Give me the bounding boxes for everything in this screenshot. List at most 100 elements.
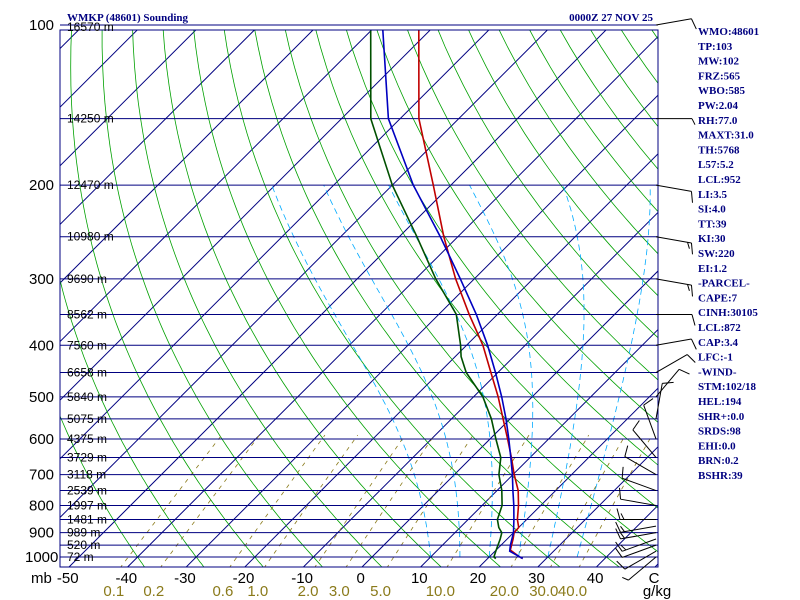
index-value: WBO:585 bbox=[698, 85, 746, 97]
height-label: 14250 m bbox=[67, 112, 114, 126]
wind-barb-flag bbox=[691, 118, 696, 125]
wind-barb-flag bbox=[690, 285, 693, 297]
temperature-tick-label: -20 bbox=[233, 570, 255, 587]
wind-barb bbox=[655, 354, 696, 373]
index-value: EHI:0.0 bbox=[698, 440, 736, 452]
height-label: 5840 m bbox=[67, 390, 107, 404]
wind-barb bbox=[619, 487, 657, 506]
isotherm-line bbox=[60, 30, 256, 226]
moist-adiabat bbox=[271, 184, 431, 558]
index-value: MAXT:31.0 bbox=[698, 130, 754, 142]
dry-adiabat bbox=[315, 30, 658, 509]
temperature-unit-label: C bbox=[649, 570, 660, 587]
wind-barb-staff bbox=[655, 18, 692, 26]
pressure-unit-label: mb bbox=[31, 570, 52, 587]
mixing-ratio-tick-label: 5.0 bbox=[370, 583, 391, 600]
index-value: SI:4.0 bbox=[698, 204, 726, 216]
wind-barb bbox=[632, 420, 657, 458]
wind-barb bbox=[655, 381, 674, 419]
dry-adiabat bbox=[346, 30, 658, 466]
wind-barb-staff bbox=[622, 477, 657, 492]
wind-barb bbox=[616, 508, 656, 520]
wind-barb-flag bbox=[690, 242, 693, 255]
station-title: WMKP (48601) Sounding bbox=[67, 12, 189, 24]
mixing-ratio-line bbox=[120, 434, 223, 567]
index-value: EI:1.2 bbox=[698, 263, 728, 275]
index-value: CINH:30105 bbox=[698, 307, 758, 319]
height-label: 520 m bbox=[67, 538, 100, 552]
isotherm-line bbox=[244, 153, 658, 567]
wind-barb bbox=[655, 236, 693, 255]
isotherm-line bbox=[60, 30, 549, 519]
pressure-tick-label: 1000 bbox=[25, 549, 58, 566]
sounding-time: 0000Z 27 NOV 25 bbox=[569, 12, 653, 24]
temperature-tick-label: 40 bbox=[587, 570, 604, 587]
wind-barbs bbox=[615, 18, 697, 581]
pressure-tick-label: 100 bbox=[29, 17, 54, 34]
wind-barb bbox=[615, 528, 657, 540]
mixing-ratio-line bbox=[345, 434, 435, 567]
wind-barb bbox=[622, 556, 657, 581]
mixing-ratio-tick-label: 20.0 bbox=[490, 583, 519, 600]
wind-barb-flag bbox=[620, 544, 627, 551]
mixing-ratio-tick-label: 0.6 bbox=[212, 583, 233, 600]
wind-barb-flag bbox=[621, 466, 624, 479]
wind-barb bbox=[655, 278, 693, 297]
wind-barb-staff bbox=[622, 538, 657, 552]
wind-barb-flag bbox=[619, 487, 622, 500]
height-label: 1997 m bbox=[67, 498, 107, 512]
wind-barb-staff bbox=[620, 525, 657, 533]
isotherm-line bbox=[126, 35, 658, 567]
isotherm-line bbox=[537, 446, 658, 567]
wind-barb-staff bbox=[624, 550, 657, 570]
index-value: KI:30 bbox=[698, 233, 726, 245]
height-label: 10980 m bbox=[67, 230, 114, 244]
isotherm-line bbox=[60, 30, 197, 167]
index-value: MW:102 bbox=[698, 56, 739, 68]
mixing-unit-label: g/kg bbox=[643, 583, 671, 600]
height-label: 4375 m bbox=[67, 432, 107, 446]
index-value: LCL:872 bbox=[698, 322, 741, 334]
height-label: 16570 m bbox=[67, 20, 114, 34]
moist-adiabat bbox=[323, 184, 461, 557]
dry-adiabat bbox=[60, 278, 205, 567]
index-value: -WIND- bbox=[698, 366, 737, 378]
isotherm-line bbox=[60, 30, 138, 108]
dry-adiabat bbox=[101, 30, 324, 567]
pressure-tick-label: 300 bbox=[29, 271, 54, 288]
height-label: 3729 m bbox=[67, 450, 107, 464]
wind-barb-staff bbox=[655, 338, 692, 346]
wind-barb bbox=[655, 18, 697, 30]
dry-adiabat bbox=[193, 30, 502, 567]
mixing-ratio-tick-label: 2.0 bbox=[298, 583, 319, 600]
dry-adiabat bbox=[284, 30, 658, 553]
dry-adiabat bbox=[407, 30, 658, 381]
dewpoint-profile-line bbox=[369, 30, 503, 560]
height-label: 12470 m bbox=[67, 178, 114, 192]
mixing-ratio-line bbox=[264, 434, 359, 567]
wind-barb-flag bbox=[620, 532, 625, 539]
isotherm-line bbox=[478, 387, 658, 567]
wind-barb-staff bbox=[655, 383, 663, 419]
index-value: PW:2.04 bbox=[698, 100, 739, 112]
isobar-lines bbox=[60, 24, 658, 558]
isotherm-line bbox=[60, 30, 431, 401]
background-grid bbox=[60, 30, 658, 567]
wind-barb-flag bbox=[616, 508, 621, 520]
pressure-tick-label: 500 bbox=[29, 389, 54, 406]
temperature-tick-label: -10 bbox=[291, 570, 313, 587]
temperature-tick-label: 30 bbox=[528, 570, 545, 587]
moist-adiabat bbox=[469, 184, 534, 558]
wind-barb-staff bbox=[655, 184, 692, 192]
wind-barb-flag bbox=[687, 242, 690, 249]
dry-adiabat bbox=[468, 30, 658, 297]
index-value: TP:103 bbox=[698, 41, 733, 53]
height-label: 989 m bbox=[67, 526, 100, 540]
index-value: SRDS:98 bbox=[698, 426, 741, 438]
height-label: 3118 m bbox=[67, 468, 106, 482]
isotherm-line bbox=[361, 270, 658, 567]
moist-adiabat bbox=[576, 185, 651, 558]
pressure-tick-label: 700 bbox=[29, 467, 54, 484]
wind-barb-flag bbox=[615, 547, 623, 558]
